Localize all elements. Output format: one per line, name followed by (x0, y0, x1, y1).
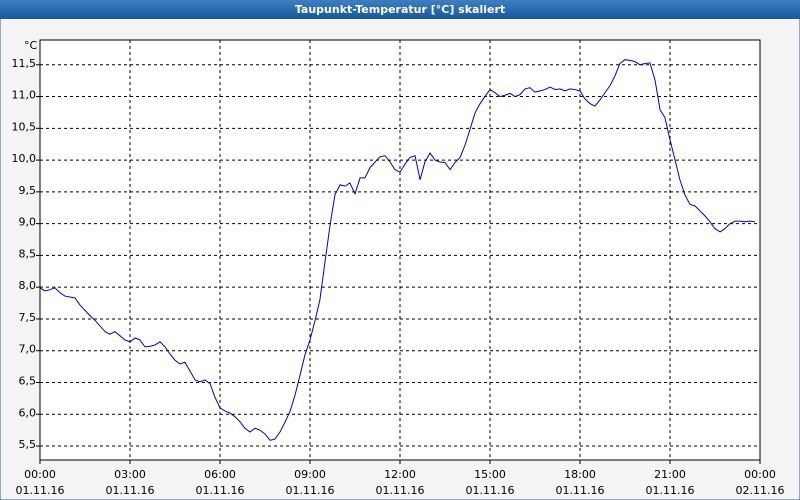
x-tick-label: 12:00 (384, 468, 416, 481)
y-tick-label: 5,5 (19, 438, 37, 451)
data-line (39, 59, 755, 441)
x-tick-date: 02.11.16 (736, 484, 785, 497)
x-tick-date: 01.11.16 (556, 484, 605, 497)
y-tick-label: 11,5 (12, 57, 37, 70)
x-tick-date: 01.11.16 (106, 484, 155, 497)
x-tick-date: 01.11.16 (16, 484, 65, 497)
y-tick-label: 10,5 (12, 120, 37, 133)
y-tick-label: 8,5 (19, 247, 37, 260)
y-tick-label: 7,5 (19, 311, 37, 324)
x-tick-date: 01.11.16 (196, 484, 245, 497)
y-tick-label: 7,0 (19, 343, 37, 356)
x-tick-label: 06:00 (204, 468, 236, 481)
y-tick-label: 6,0 (19, 406, 37, 419)
y-tick-label: 8,0 (19, 279, 37, 292)
title-bar (0, 0, 800, 19)
x-tick-label: 00:00 (744, 468, 776, 481)
x-tick-label: 09:00 (294, 468, 326, 481)
x-tick-label: 21:00 (654, 468, 686, 481)
chart-title: Taupunkt-Temperatur [°C] skaliert (295, 3, 505, 16)
y-tick-label: 10,0 (12, 152, 37, 165)
y-tick-label: 11,0 (12, 89, 37, 102)
y-axis-unit: °C (24, 39, 38, 52)
x-tick-label: 03:00 (114, 468, 146, 481)
x-tick-date: 01.11.16 (376, 484, 425, 497)
x-tick-date: 01.11.16 (646, 484, 695, 497)
x-tick-label: 18:00 (564, 468, 596, 481)
x-tick-label: 15:00 (474, 468, 506, 481)
y-tick-label: 9,5 (19, 184, 37, 197)
x-tick-date: 01.11.16 (466, 484, 515, 497)
x-tick-label: 00:00 (24, 468, 56, 481)
x-tick-date: 01.11.16 (286, 484, 335, 497)
plot-layer: 5,5 6,0 6,5 7,0 7,5 8,0 8,5 9,0 9,5 10,0 10,5 11,0 1… (12, 40, 785, 497)
y-tick-label: 9,0 (19, 216, 37, 229)
y-tick-label: 6,5 (19, 374, 37, 387)
